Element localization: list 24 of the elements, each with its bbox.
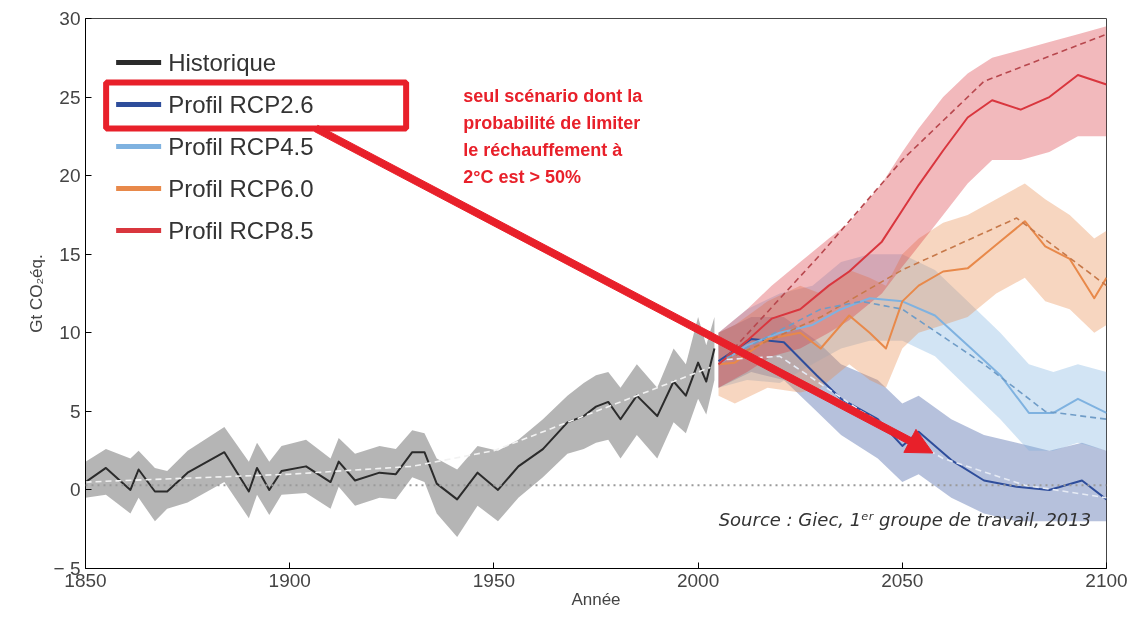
x-tick-label: 1900 (268, 569, 311, 591)
x-tick-label: 1950 (472, 569, 516, 591)
y-tick-label: 0 (69, 479, 81, 501)
line-series (717, 74, 1107, 366)
y-tick-label: 20 (59, 165, 81, 187)
legend-label: Profil RCP6.0 (168, 175, 314, 202)
y-tick-label: 10 (59, 322, 81, 344)
y-tick-label: 5 (69, 400, 81, 422)
annotation: seul scénario dont la probabilité de limiter le réchauffement à 2°C est > 50% (463, 85, 644, 187)
x-tick-label: 2000 (676, 569, 720, 591)
y-tick-label: 25 (59, 86, 81, 108)
legend-label: Profil RCP2.6 (168, 91, 314, 118)
x-tick-label: 2050 (881, 569, 924, 591)
line-series (85, 347, 716, 501)
legend-label: Profil RCP8.5 (168, 217, 314, 244)
legend-label: Profil RCP4.5 (168, 133, 314, 160)
legend-label: Historique (168, 49, 277, 76)
annotation: Source : Giec, 1ᵉʳ groupe de travail, 2013 (718, 508, 1092, 530)
y-axis-title: Gt CO₂éq. (26, 254, 46, 333)
line-series (85, 366, 712, 483)
y-tick-label: 15 (59, 243, 81, 265)
x-tick-label: 2100 (1085, 569, 1128, 591)
x-axis-title: Année (571, 589, 621, 609)
y-tick-label: 30 (59, 8, 81, 29)
